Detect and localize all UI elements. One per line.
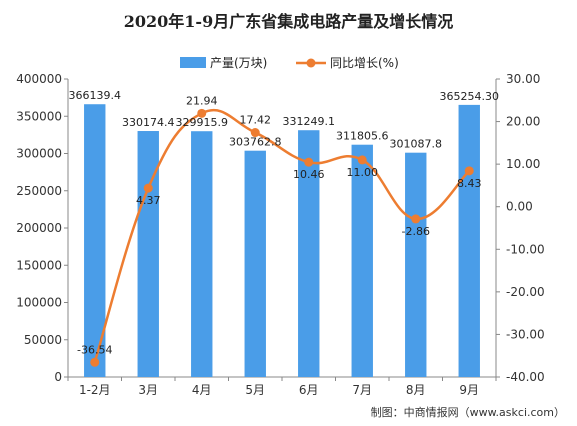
- growth-point: [357, 155, 367, 165]
- bar-value-label: 330174.4: [122, 116, 175, 129]
- line-value-label: 11.00: [347, 166, 379, 179]
- bar-value-label: 301087.8: [390, 138, 443, 151]
- bar: [84, 104, 106, 378]
- bar: [405, 152, 427, 377]
- x-tick-label: 5月: [245, 383, 265, 397]
- y-left-tick-label: 0: [54, 370, 62, 384]
- y-left-tick-label: 400000: [16, 72, 62, 86]
- legend-line-label: 同比增长(%): [330, 56, 399, 70]
- growth-point: [464, 166, 474, 176]
- bar-value-label: 366139.4: [69, 89, 122, 102]
- bar: [191, 131, 213, 377]
- y-left-tick-label: 300000: [16, 147, 62, 161]
- legend-bar-label: 产量(万块): [210, 56, 267, 70]
- x-tick-label: 4月: [192, 383, 212, 397]
- y-right-tick-label: 20.00: [506, 115, 540, 129]
- chart-title: 2020年1-9月广东省集成电路产量及增长情况: [123, 12, 454, 31]
- bar: [458, 104, 480, 377]
- growth-point: [197, 108, 207, 118]
- y-left-tick-label: 150000: [16, 258, 62, 272]
- line-value-label: 10.46: [293, 168, 325, 181]
- y-left-tick-label: 250000: [16, 184, 62, 198]
- legend-bar-swatch: [180, 57, 206, 68]
- line-value-label: -36.54: [77, 343, 112, 356]
- x-tick-label: 8月: [406, 383, 426, 397]
- bar-value-label: 303762.8: [229, 136, 282, 149]
- growth-point: [90, 357, 100, 367]
- y-right-tick-label: -40.00: [506, 370, 545, 384]
- bar-value-label: 365254.30: [440, 90, 500, 103]
- line-value-label: 17.42: [240, 114, 272, 127]
- bar: [244, 150, 266, 377]
- line-value-label: 8.43: [457, 177, 482, 190]
- y-right-tick-label: -20.00: [506, 285, 545, 299]
- x-tick-label: 3月: [138, 383, 158, 397]
- bar-value-label: 331249.1: [283, 115, 336, 128]
- legend-line-marker: [306, 58, 316, 68]
- growth-point: [143, 183, 153, 193]
- line-value-label: -2.86: [402, 225, 430, 238]
- y-right-tick-label: 10.00: [506, 157, 540, 171]
- x-tick-label: 9月: [459, 383, 479, 397]
- growth-point: [411, 214, 421, 224]
- x-tick-label: 6月: [299, 383, 319, 397]
- x-tick-label: 7月: [352, 383, 372, 397]
- y-right-tick-label: -10.00: [506, 242, 545, 256]
- x-tick-label: 1-2月: [79, 383, 111, 397]
- source-note: 制图：中商情报网（www.askci.com）: [370, 406, 565, 419]
- y-left-tick-label: 350000: [16, 109, 62, 123]
- bar: [298, 130, 320, 377]
- growth-point: [304, 157, 314, 167]
- y-left-tick-label: 200000: [16, 221, 62, 235]
- y-left-tick-label: 100000: [16, 296, 62, 310]
- y-right-tick-label: -30.00: [506, 327, 545, 341]
- line-value-label: 21.94: [186, 94, 218, 107]
- growth-line: [93, 108, 471, 363]
- y-right-tick-label: 0.00: [506, 200, 533, 214]
- y-left-tick-label: 50000: [24, 333, 62, 347]
- y-right-tick-label: 30.00: [506, 72, 540, 86]
- line-value-label: 4.37: [136, 194, 161, 207]
- bar-value-label: 329915.9: [176, 116, 229, 129]
- bar: [137, 131, 159, 377]
- bar-value-label: 311805.6: [336, 130, 389, 143]
- growth-point: [250, 128, 260, 138]
- bar: [351, 144, 373, 377]
